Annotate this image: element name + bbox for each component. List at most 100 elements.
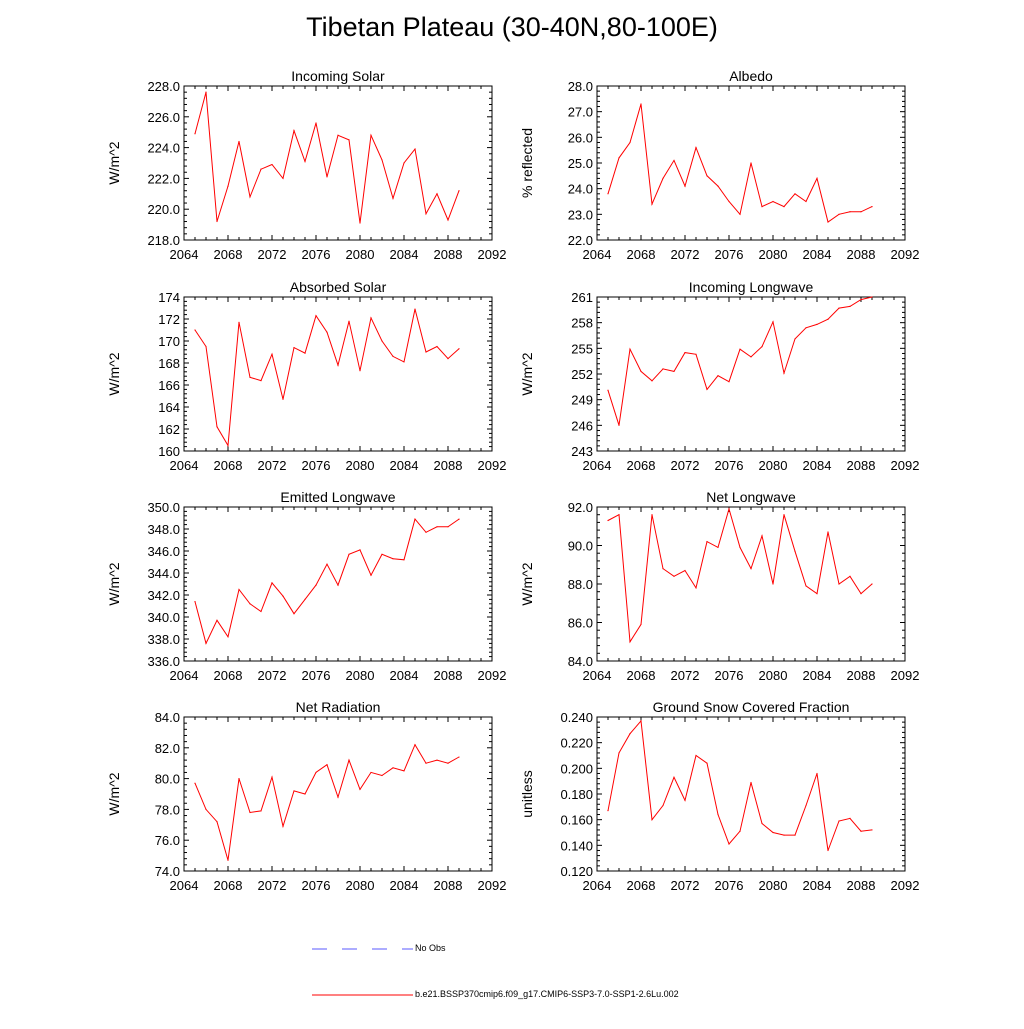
data-point [337, 364, 339, 366]
data-point [304, 160, 306, 163]
data-point [282, 825, 284, 827]
data-point [871, 583, 873, 585]
data-point [673, 575, 675, 577]
series-line-0 [194, 92, 460, 224]
data-point [304, 598, 306, 601]
data-point [216, 619, 218, 621]
panel-title: Ground Snow Covered Fraction [653, 699, 850, 715]
x-tick-label: 2076 [302, 668, 331, 683]
data-point [293, 613, 295, 615]
data-point [436, 759, 438, 761]
y-tick-label: 0.140 [560, 838, 593, 853]
data-point [458, 190, 460, 192]
x-tick-label: 2088 [847, 247, 876, 262]
data-point [739, 213, 741, 215]
data-point [326, 764, 328, 766]
x-tick-label: 2084 [803, 458, 832, 473]
y-tick-label: 84.0 [568, 654, 593, 669]
data-point [662, 804, 664, 807]
x-tick-label: 2088 [847, 878, 876, 893]
x-tick-label: 2076 [715, 878, 744, 893]
data-point [315, 122, 317, 124]
data-point [260, 810, 262, 812]
data-point [695, 147, 697, 149]
x-tick-label: 2092 [891, 878, 920, 893]
x-tick-label: 2072 [671, 247, 700, 262]
chart-5: 2064 2068 2072 2076 2080 2084 2088 2092 84.0 86.0… [519, 489, 919, 683]
y-tick-label: 0.240 [560, 710, 593, 725]
y-tick-label: 346.0 [147, 544, 180, 559]
data-point [662, 177, 664, 179]
data-point [326, 563, 328, 565]
panel-title: Incoming Longwave [689, 279, 814, 295]
y-tick-label: 164 [158, 400, 180, 415]
data-point [794, 550, 796, 552]
data-point [414, 148, 416, 150]
y-tick-label: 160 [158, 444, 180, 459]
data-point [739, 830, 741, 832]
data-point [304, 352, 306, 354]
y-tick-label: 22.0 [568, 233, 593, 248]
x-tick-label: 2064 [583, 668, 612, 683]
data-point [684, 569, 686, 572]
data-point [260, 380, 262, 382]
figure-title: Tibetan Plateau (30-40N,80-100E) [306, 12, 718, 42]
x-tick-label: 2092 [891, 668, 920, 683]
y-tick-label: 84.0 [155, 710, 180, 725]
data-point [794, 834, 796, 836]
y-axis-label: unitless [519, 770, 535, 817]
x-tick-label: 2072 [258, 878, 287, 893]
data-point [436, 526, 438, 528]
data-point [783, 514, 785, 516]
data-point [447, 762, 449, 764]
data-point [805, 585, 807, 587]
x-tick-label: 2068 [627, 458, 656, 473]
series-line-0 [194, 743, 460, 861]
data-point [458, 756, 460, 758]
y-tick-label: 166 [158, 378, 180, 393]
data-point [695, 587, 697, 589]
data-point [827, 221, 829, 223]
y-tick-label: 0.200 [560, 761, 593, 776]
data-point [772, 200, 774, 203]
y-tick-label: 25.0 [568, 156, 593, 171]
plot-frame [183, 85, 493, 241]
data-point [381, 774, 383, 777]
y-tick-label: 86.0 [568, 616, 593, 631]
data-point [662, 568, 664, 570]
data-point [414, 744, 416, 746]
data-point [695, 353, 697, 355]
data-point [436, 345, 438, 348]
y-tick-label: 336.0 [147, 654, 180, 669]
x-tick-label: 2088 [434, 247, 463, 262]
data-point [447, 219, 449, 221]
y-tick-label: 243 [571, 444, 593, 459]
data-point [194, 133, 196, 135]
data-point [359, 222, 361, 224]
data-point [271, 582, 273, 584]
x-tick-label: 2092 [478, 458, 507, 473]
data-point [750, 356, 752, 358]
data-point [326, 176, 328, 178]
data-point [838, 307, 840, 309]
data-point [662, 368, 664, 370]
series-line-0 [607, 507, 873, 644]
data-point [629, 733, 631, 735]
data-point [205, 345, 207, 348]
data-point [216, 220, 218, 223]
data-point [271, 776, 273, 778]
data-point [392, 197, 394, 200]
y-tick-label: 162 [158, 422, 180, 437]
data-point [717, 185, 719, 187]
plot-frame [596, 506, 906, 662]
y-tick-label: 0.220 [560, 736, 593, 751]
data-point [618, 424, 620, 426]
data-point [227, 444, 229, 447]
data-point [293, 347, 295, 349]
y-tick-label: 222.0 [147, 171, 180, 186]
data-point [370, 134, 372, 136]
chart-7: 2064 2068 2072 2076 2080 2084 2088 2092 0.120 0.1… [519, 699, 919, 893]
x-tick-label: 2068 [627, 878, 656, 893]
